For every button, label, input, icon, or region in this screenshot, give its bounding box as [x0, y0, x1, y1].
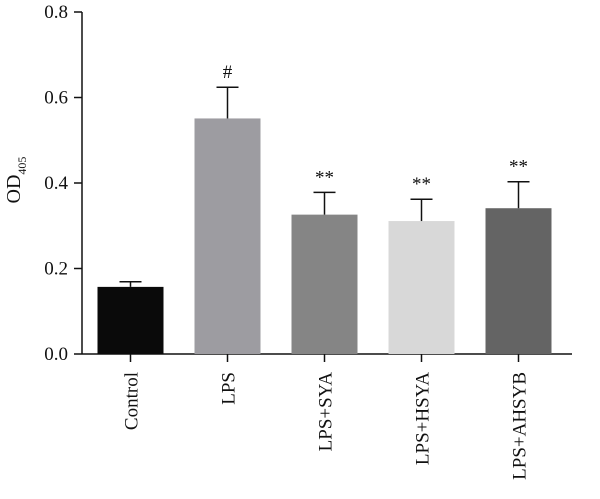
x-tick-label: LPS+SYA: [316, 372, 337, 452]
error-bars: [119, 86, 530, 287]
x-tick-label: LPS: [219, 372, 240, 405]
bar: [291, 214, 358, 354]
significance-marker: **: [509, 157, 528, 178]
y-tick-label: 0.4: [44, 173, 68, 194]
bar: [194, 118, 261, 354]
y-axis-label: OD405: [3, 157, 29, 204]
bar: [485, 208, 552, 354]
bar: [388, 221, 455, 354]
y-tick-label: 0.6: [44, 88, 68, 109]
y-tick-label: 0.2: [44, 259, 68, 280]
bar: [97, 286, 164, 354]
x-tick-label: LPS+AHSYB: [510, 372, 531, 480]
labels: 0.0 0.2 0.4 0.6 0.8 Control LPS # LPS+SYA ** LPS+H…: [44, 2, 530, 480]
y-tick-label: 0.0: [44, 344, 68, 365]
bars: [97, 118, 552, 354]
significance-marker: #: [223, 62, 233, 83]
significance-marker: **: [412, 174, 431, 195]
x-tick-label: LPS+HSYA: [413, 372, 434, 465]
significance-marker: **: [315, 167, 334, 188]
y-tick-label: 0.8: [44, 2, 68, 23]
x-tick-label: Control: [122, 372, 143, 430]
